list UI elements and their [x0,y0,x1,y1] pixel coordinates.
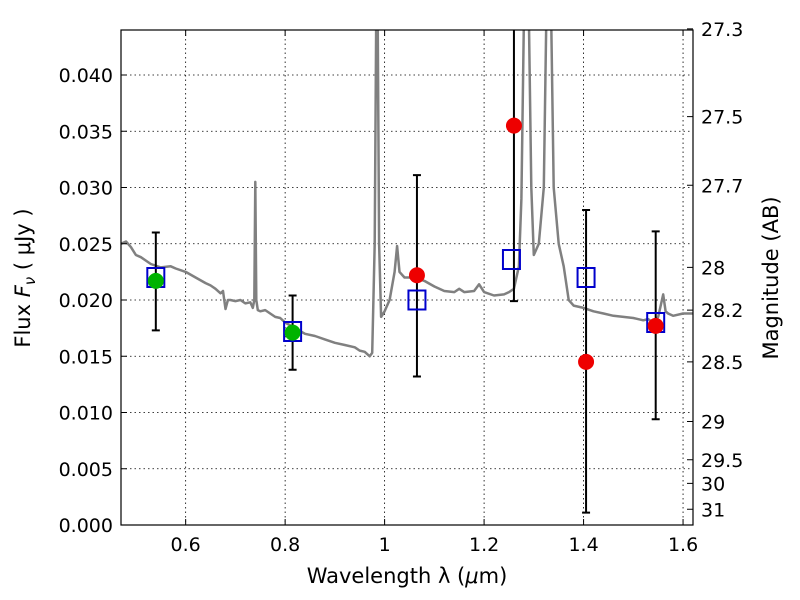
observed-flux-marker [284,324,301,341]
y-tick-label: 0.035 [59,121,113,143]
error-bars [151,30,660,514]
observed-flux-marker [647,317,664,334]
mag-tick-label: 29.5 [701,450,743,472]
mag-tick-label: 27.5 [701,107,743,129]
mag-tick-label: 28.2 [701,300,743,322]
y-tick-label: 0.020 [59,290,113,312]
model-photometry-marker [576,267,596,288]
observed-flux-marker [505,117,522,134]
x-tick-label: 1.6 [668,534,698,556]
observed-flux-marker [578,353,595,370]
y-tick-label: 0.000 [59,515,113,537]
y-tick-label: 0.005 [59,459,113,481]
observed-flux-marker [147,272,164,289]
plot-area [121,30,693,514]
mag-tick-label: 27.3 [701,19,743,41]
x-tick-label: 0.6 [171,534,201,556]
mag-tick-label: 28.5 [701,352,743,374]
y-tick-label: 0.030 [59,178,113,200]
x-tick-label: 1.4 [568,534,598,556]
model-photometry-marker [407,289,427,311]
x-axis-label: Wavelength λ (μm) [307,564,508,588]
mag-tick-label: 31 [701,499,725,521]
y-tick-label: 0.010 [59,403,113,425]
observed-flux-marker [408,267,425,284]
spectrum-line [121,30,693,358]
x-tick-label: 1 [379,534,391,556]
model-photometry-marker [501,249,521,270]
mag-tick-label: 27.7 [701,175,743,197]
axis-ticks: 0.6 0.8 1 1.2 1.4 1.6 0.000 0.005 0.010 0.015 0.02… [59,19,744,556]
mag-tick-label: 28 [701,257,725,279]
y-tick-label: 0.015 [59,346,113,368]
mag-tick-label: 29 [701,412,725,434]
markers [146,117,666,370]
y2-axis-label: Magnitude (AB) [759,196,783,359]
x-tick-label: 0.8 [270,534,300,556]
y-tick-label: 0.040 [59,65,113,87]
x-tick-label: 1.2 [469,534,499,556]
plot-frame [120,29,694,526]
model-photometry-marker [283,321,303,342]
y-axis-label: Flux Fν ( μJy ) [11,208,39,347]
y-tick-label: 0.025 [59,234,113,256]
mag-tick-label: 30 [701,473,725,495]
